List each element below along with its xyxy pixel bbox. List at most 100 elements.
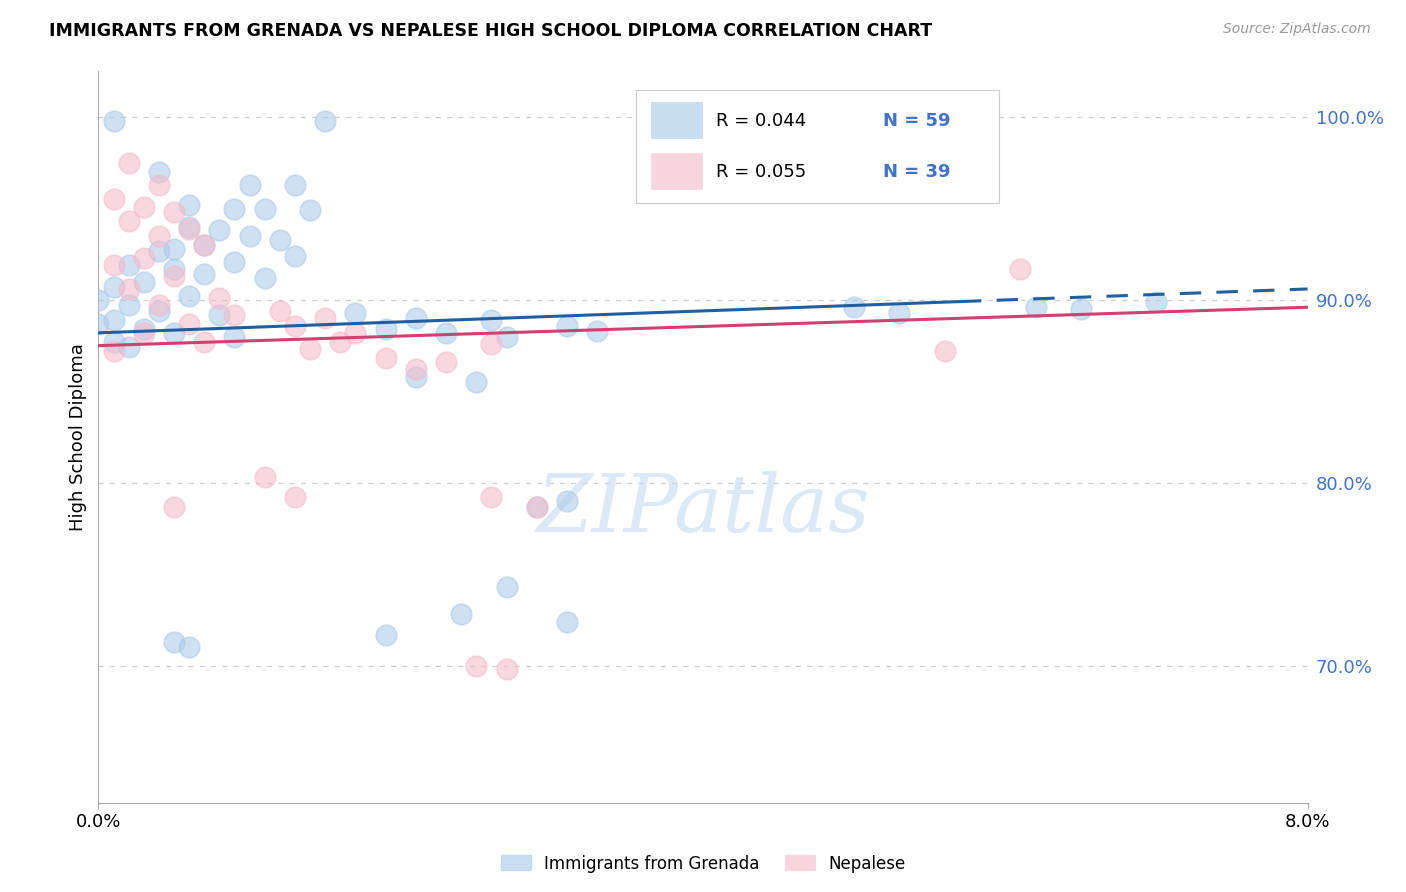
Point <box>163 205 186 219</box>
Legend: Immigrants from Grenada, Nepalese: Immigrants from Grenada, Nepalese <box>494 848 912 880</box>
Point <box>465 658 488 673</box>
Point <box>495 580 517 594</box>
Point <box>374 351 396 366</box>
Y-axis label: High School Diploma: High School Diploma <box>69 343 87 531</box>
Point <box>103 344 125 359</box>
Point <box>465 375 488 389</box>
Point <box>118 155 141 169</box>
Point <box>118 258 141 272</box>
Point <box>103 313 125 327</box>
Point <box>405 369 427 384</box>
Point <box>193 334 215 349</box>
Point <box>103 113 125 128</box>
Point <box>118 282 141 296</box>
Point <box>118 341 141 355</box>
Point <box>163 500 186 514</box>
Point <box>314 113 336 128</box>
Point <box>208 223 231 237</box>
Point <box>586 324 609 338</box>
Point <box>148 298 170 312</box>
Point <box>405 362 427 376</box>
Point <box>253 202 276 216</box>
Point <box>284 249 307 263</box>
Point <box>179 640 201 655</box>
Point <box>239 178 262 192</box>
Point <box>163 326 186 340</box>
Point <box>284 318 307 333</box>
Point <box>1025 300 1047 314</box>
Point <box>179 198 201 212</box>
Point <box>87 317 110 331</box>
Point <box>239 228 262 243</box>
Text: IMMIGRANTS FROM GRENADA VS NEPALESE HIGH SCHOOL DIPLOMA CORRELATION CHART: IMMIGRANTS FROM GRENADA VS NEPALESE HIGH… <box>49 22 932 40</box>
Point <box>179 219 201 234</box>
Point <box>163 269 186 284</box>
Point <box>148 165 170 179</box>
Point <box>344 306 367 320</box>
Point <box>132 200 155 214</box>
Point <box>555 494 578 508</box>
Point <box>148 228 170 243</box>
Point <box>118 214 141 228</box>
Point <box>163 242 186 256</box>
Point <box>132 322 155 336</box>
Point <box>555 318 578 333</box>
Point <box>481 491 503 505</box>
Point <box>179 289 201 303</box>
Point <box>495 662 517 676</box>
Point <box>299 343 322 357</box>
Point <box>179 317 201 331</box>
Point <box>526 500 548 514</box>
Point <box>253 470 276 484</box>
Point <box>374 627 396 641</box>
Point <box>253 271 276 285</box>
Point <box>132 326 155 340</box>
Point <box>208 291 231 305</box>
Point <box>193 238 215 252</box>
Point <box>103 192 125 206</box>
Point <box>374 322 396 336</box>
Point <box>163 635 186 649</box>
Point <box>314 311 336 326</box>
Text: Source: ZipAtlas.com: Source: ZipAtlas.com <box>1223 22 1371 37</box>
Point <box>434 326 457 340</box>
Point <box>1010 261 1032 276</box>
Point <box>450 607 472 622</box>
Point <box>103 258 125 272</box>
Point <box>481 336 503 351</box>
Point <box>344 326 367 340</box>
Point <box>284 491 307 505</box>
Point <box>934 344 956 359</box>
Point <box>329 334 352 349</box>
Point <box>405 311 427 326</box>
Point <box>103 280 125 294</box>
Point <box>224 308 246 322</box>
Point <box>495 329 517 343</box>
Point <box>269 233 291 247</box>
Point <box>889 306 911 320</box>
Point <box>132 275 155 289</box>
Point <box>87 293 110 307</box>
Point <box>224 254 246 268</box>
Point <box>132 251 155 265</box>
Point <box>1070 301 1092 316</box>
Point <box>526 500 548 514</box>
Point <box>481 313 503 327</box>
Point <box>269 304 291 318</box>
Point <box>163 261 186 276</box>
Point <box>148 178 170 192</box>
Point <box>193 238 215 252</box>
Point <box>1146 294 1168 309</box>
Point <box>555 615 578 629</box>
Point <box>284 178 307 192</box>
Point <box>224 202 246 216</box>
Point <box>208 308 231 322</box>
Point <box>299 203 322 218</box>
Point <box>118 298 141 312</box>
Point <box>844 300 866 314</box>
Point <box>148 304 170 318</box>
Point <box>193 268 215 282</box>
Text: ZIPatlas: ZIPatlas <box>536 472 870 549</box>
Point <box>103 334 125 349</box>
Point <box>434 355 457 369</box>
